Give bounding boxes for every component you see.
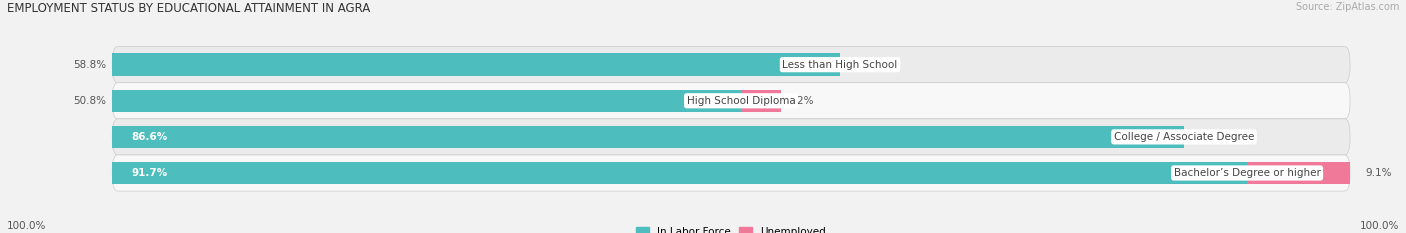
Bar	[112, 126, 1184, 148]
Bar	[741, 89, 780, 112]
Bar	[112, 89, 741, 112]
Text: 9.1%: 9.1%	[1365, 168, 1392, 178]
Text: 100.0%: 100.0%	[7, 221, 46, 231]
Text: EMPLOYMENT STATUS BY EDUCATIONAL ATTAINMENT IN AGRA: EMPLOYMENT STATUS BY EDUCATIONAL ATTAINM…	[7, 2, 370, 15]
Text: 0.0%: 0.0%	[859, 60, 884, 70]
FancyBboxPatch shape	[112, 155, 1350, 191]
Text: College / Associate Degree: College / Associate Degree	[1114, 132, 1254, 142]
Text: 58.8%: 58.8%	[73, 60, 107, 70]
Text: High School Diploma: High School Diploma	[686, 96, 796, 106]
Text: 91.7%: 91.7%	[131, 168, 167, 178]
Bar	[112, 162, 1247, 184]
Text: Source: ZipAtlas.com: Source: ZipAtlas.com	[1295, 2, 1399, 12]
Text: 100.0%: 100.0%	[1360, 221, 1399, 231]
Bar	[1247, 162, 1360, 184]
Text: 50.8%: 50.8%	[73, 96, 107, 106]
Text: Bachelor’s Degree or higher: Bachelor’s Degree or higher	[1174, 168, 1320, 178]
Bar	[112, 53, 839, 76]
Text: 3.2%: 3.2%	[787, 96, 813, 106]
Text: Less than High School: Less than High School	[782, 60, 897, 70]
FancyBboxPatch shape	[112, 119, 1350, 155]
FancyBboxPatch shape	[112, 83, 1350, 119]
Text: 0.0%: 0.0%	[1202, 132, 1229, 142]
FancyBboxPatch shape	[112, 47, 1350, 83]
Legend: In Labor Force, Unemployed: In Labor Force, Unemployed	[633, 223, 830, 233]
Text: 86.6%: 86.6%	[131, 132, 167, 142]
